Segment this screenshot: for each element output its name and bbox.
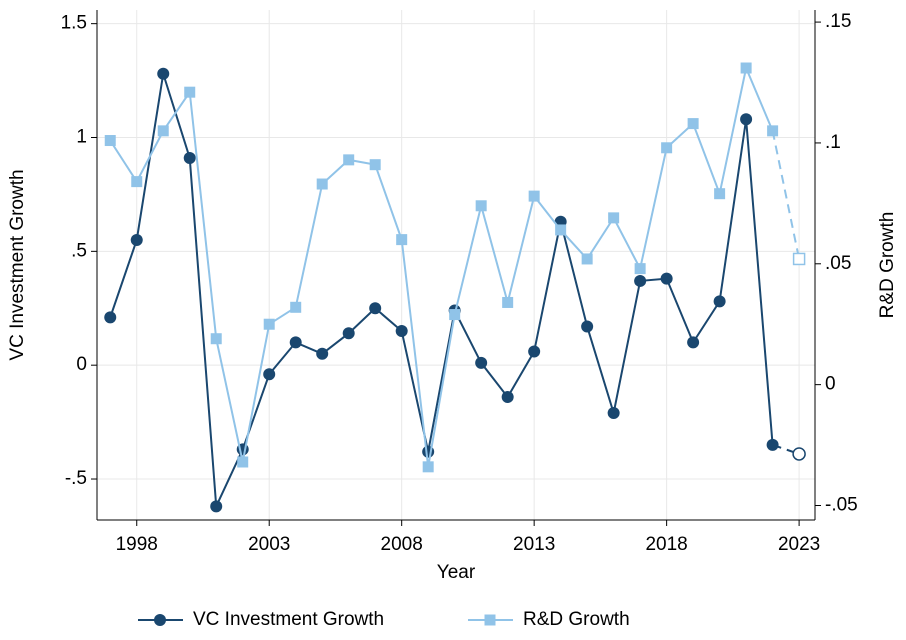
data-point xyxy=(104,311,117,324)
data-point xyxy=(501,391,514,404)
data-point xyxy=(634,263,646,275)
x-axis-label: Year xyxy=(437,562,476,583)
series-line xyxy=(109,64,774,467)
data-point xyxy=(263,368,276,381)
data-point xyxy=(290,301,302,313)
y-tick-label: .5 xyxy=(71,240,87,261)
data-point xyxy=(395,325,408,338)
legend-label: R&D Growth xyxy=(523,609,630,630)
data-point xyxy=(263,318,275,330)
data-point xyxy=(766,438,779,451)
y2-tick-label: .15 xyxy=(825,11,851,32)
data-point xyxy=(475,200,487,212)
data-point xyxy=(660,272,673,285)
data-point xyxy=(369,159,381,171)
data-point xyxy=(396,234,408,246)
legend-label: VC Investment Growth xyxy=(193,609,384,630)
data-point xyxy=(343,154,355,166)
data-point xyxy=(210,333,222,345)
data-point xyxy=(661,142,673,154)
data-point xyxy=(422,461,434,473)
data-point xyxy=(157,67,170,80)
data-point xyxy=(607,406,620,419)
data-point xyxy=(767,125,779,137)
data-point xyxy=(581,253,593,265)
x-tick-label: 2023 xyxy=(778,534,820,555)
data-point xyxy=(369,302,382,315)
y-axis-label: VC Investment Growth xyxy=(7,169,28,360)
data-point xyxy=(157,125,169,137)
data-point xyxy=(687,336,700,349)
data-point xyxy=(210,500,223,513)
data-point xyxy=(740,113,753,126)
data-point xyxy=(316,178,328,190)
data-point xyxy=(792,447,806,461)
data-point xyxy=(634,274,647,287)
data-point xyxy=(528,345,541,358)
data-point xyxy=(104,135,116,147)
legend-marker xyxy=(154,614,166,626)
x-tick-label: 2008 xyxy=(381,534,423,555)
y-tick-label: -.5 xyxy=(65,468,87,489)
data-point xyxy=(183,151,196,164)
data-point xyxy=(581,320,594,333)
y2-tick-label: -.05 xyxy=(825,495,858,516)
data-point xyxy=(555,224,567,236)
y2-tick-label: .1 xyxy=(825,132,841,153)
series-line xyxy=(771,130,801,260)
data-point xyxy=(714,188,726,200)
y-tick-label: 1 xyxy=(76,127,87,148)
x-tick-label: 2013 xyxy=(513,534,555,555)
x-tick-label: 2018 xyxy=(645,534,687,555)
data-point xyxy=(130,233,143,246)
data-point xyxy=(342,327,355,340)
data-point xyxy=(502,296,514,308)
y-tick-label: 0 xyxy=(76,354,87,375)
y2-tick-label: .05 xyxy=(825,253,851,274)
data-point xyxy=(528,190,540,202)
data-point xyxy=(316,347,329,360)
data-point xyxy=(237,456,249,468)
data-point xyxy=(289,336,302,349)
data-point xyxy=(449,309,461,321)
y2-tick-label: 0 xyxy=(825,374,836,395)
x-tick-label: 2003 xyxy=(248,534,290,555)
data-point xyxy=(740,62,752,74)
data-point xyxy=(131,176,143,188)
legend-marker xyxy=(484,614,496,626)
data-point xyxy=(184,86,196,98)
y-tick-label: 1.5 xyxy=(61,13,87,34)
data-point xyxy=(475,356,488,369)
data-point xyxy=(687,118,699,130)
data-point xyxy=(792,252,806,266)
data-point xyxy=(608,212,620,224)
x-tick-label: 1998 xyxy=(116,534,158,555)
data-point xyxy=(713,295,726,308)
y2-axis-label: R&D Growth xyxy=(877,212,898,319)
